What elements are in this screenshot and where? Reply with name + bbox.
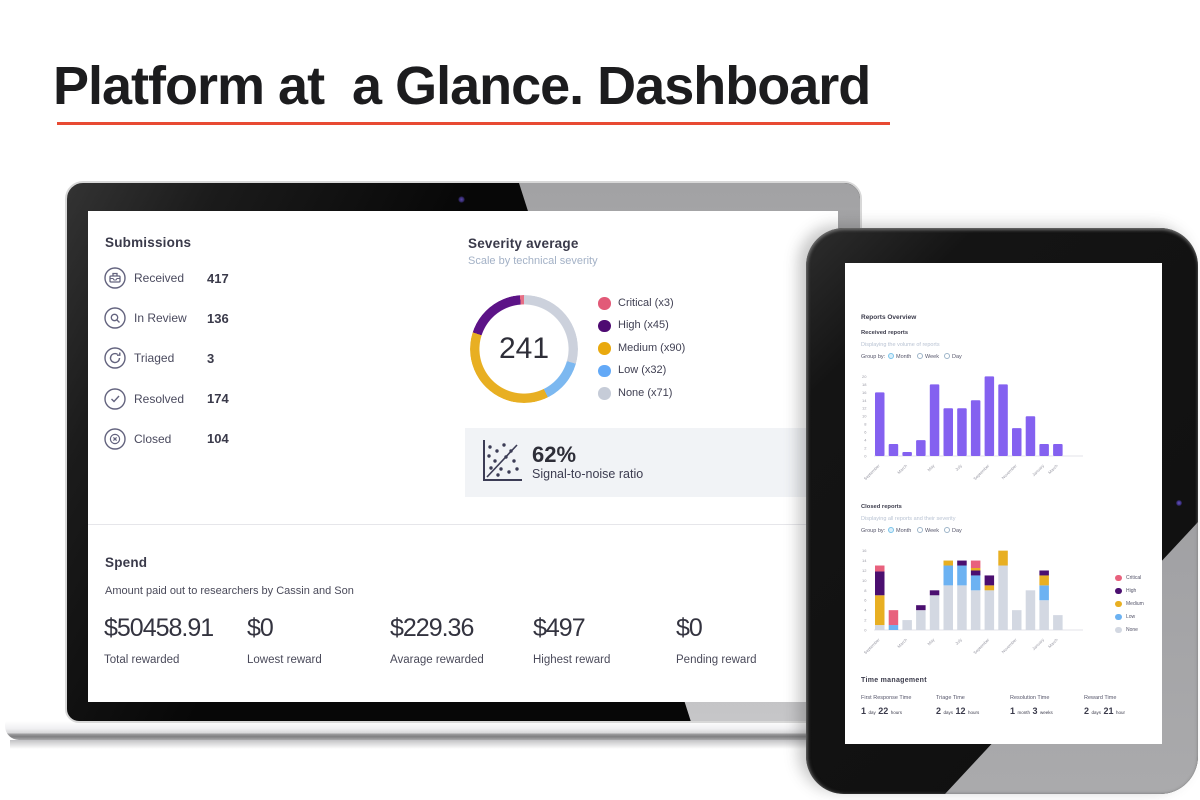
svg-text:16: 16 — [862, 390, 867, 395]
svg-text:16: 16 — [862, 548, 867, 553]
svg-text:0: 0 — [864, 454, 867, 459]
svg-text:14: 14 — [862, 558, 867, 563]
svg-text:4: 4 — [864, 608, 867, 613]
svg-text:July: July — [954, 463, 963, 472]
svg-text:14: 14 — [862, 398, 867, 403]
svg-text:March: March — [896, 637, 908, 649]
svg-text:8: 8 — [864, 588, 867, 593]
svg-text:0: 0 — [864, 628, 867, 633]
svg-text:September: September — [863, 637, 881, 655]
svg-text:September: September — [863, 463, 881, 481]
svg-text:12: 12 — [862, 406, 867, 411]
svg-text:January: January — [1031, 637, 1046, 652]
svg-text:10: 10 — [862, 578, 867, 583]
svg-text:6: 6 — [864, 598, 867, 603]
svg-text:March: March — [896, 463, 908, 475]
svg-text:10: 10 — [862, 414, 867, 419]
svg-text:2: 2 — [864, 446, 867, 451]
svg-text:March: March — [1047, 637, 1059, 649]
svg-text:6: 6 — [864, 430, 867, 435]
svg-text:November: November — [1001, 637, 1019, 655]
svg-text:July: July — [954, 637, 963, 646]
svg-text:12: 12 — [862, 568, 867, 573]
svg-text:March: March — [1047, 463, 1059, 475]
svg-text:4: 4 — [864, 438, 867, 443]
svg-text:January: January — [1031, 463, 1046, 478]
svg-text:May: May — [926, 463, 936, 473]
svg-text:8: 8 — [864, 422, 867, 427]
svg-text:November: November — [1001, 463, 1019, 481]
svg-text:May: May — [926, 637, 936, 647]
svg-text:September: September — [972, 637, 990, 655]
svg-text:18: 18 — [862, 382, 867, 387]
svg-text:September: September — [972, 463, 990, 481]
svg-text:2: 2 — [864, 618, 867, 623]
svg-text:20: 20 — [862, 374, 867, 379]
